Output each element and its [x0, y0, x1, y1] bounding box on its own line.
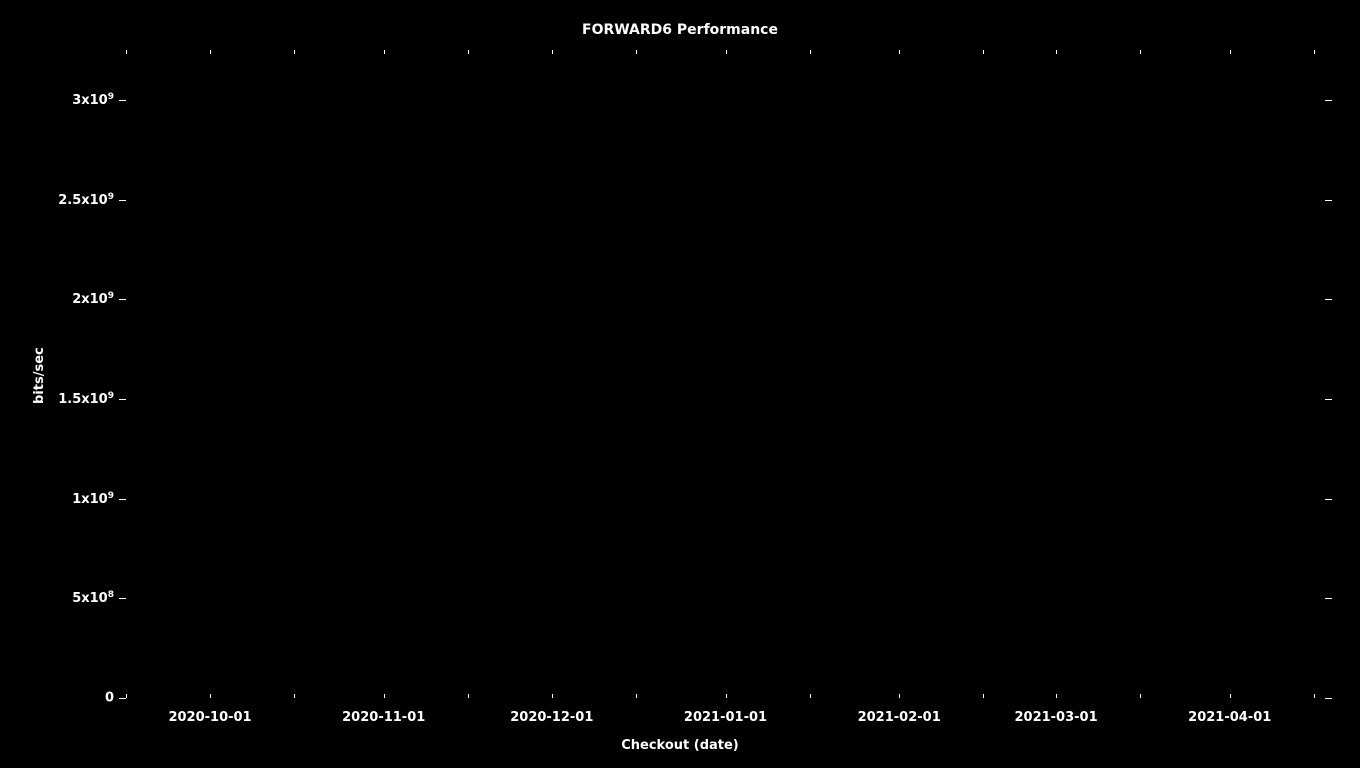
y-tick: [1325, 499, 1332, 500]
x-minor-tick: [983, 694, 984, 698]
x-tick-label: 2021-02-01: [858, 710, 941, 725]
x-minor-tick: [210, 694, 211, 698]
x-minor-tick: [636, 50, 637, 54]
x-minor-tick: [1230, 50, 1231, 54]
x-tick-label: 2021-04-01: [1188, 710, 1271, 725]
x-minor-tick: [899, 694, 900, 698]
x-tick-label: 2021-01-01: [684, 710, 767, 725]
y-tick: [1325, 299, 1332, 300]
x-tick-label: 2020-12-01: [510, 710, 593, 725]
x-minor-tick: [1230, 694, 1231, 698]
x-minor-tick: [126, 50, 127, 54]
y-tick: [119, 399, 126, 400]
x-minor-tick: [1056, 50, 1057, 54]
x-tick-label: 2021-03-01: [1014, 710, 1097, 725]
y-tick: [1325, 598, 1332, 599]
x-minor-tick: [384, 694, 385, 698]
x-minor-tick: [899, 50, 900, 54]
y-tick-label: 3x109: [72, 92, 114, 108]
x-minor-tick: [294, 50, 295, 54]
y-tick-label: 0: [105, 691, 114, 706]
x-axis-label: Checkout (date): [0, 738, 1360, 753]
x-tick-label: 2020-10-01: [168, 710, 251, 725]
x-minor-tick: [1140, 50, 1141, 54]
y-tick: [1325, 200, 1332, 201]
y-tick: [1325, 698, 1332, 699]
x-minor-tick: [726, 694, 727, 698]
x-minor-tick: [636, 694, 637, 698]
x-minor-tick: [1056, 694, 1057, 698]
x-tick-label: 2020-11-01: [342, 710, 425, 725]
y-tick-label: 2x109: [72, 291, 114, 307]
x-minor-tick: [384, 50, 385, 54]
chart-title: FORWARD6 Performance: [0, 22, 1360, 38]
x-minor-tick: [126, 694, 127, 698]
x-minor-tick: [1140, 694, 1141, 698]
x-minor-tick: [1314, 50, 1315, 54]
x-minor-tick: [552, 694, 553, 698]
y-tick: [119, 100, 126, 101]
y-tick-label: 1x109: [72, 490, 114, 506]
x-minor-tick: [726, 50, 727, 54]
x-minor-tick: [810, 50, 811, 54]
y-tick-label: 2.5x109: [58, 191, 114, 207]
x-minor-tick: [552, 50, 553, 54]
x-minor-tick: [210, 50, 211, 54]
y-axis-label: bits/sec: [32, 347, 47, 404]
x-minor-tick: [468, 50, 469, 54]
y-tick: [1325, 399, 1332, 400]
x-minor-tick: [468, 694, 469, 698]
y-tick: [119, 598, 126, 599]
y-tick: [119, 499, 126, 500]
y-tick-label: 1.5x109: [58, 391, 114, 407]
x-minor-tick: [1314, 694, 1315, 698]
x-minor-tick: [294, 694, 295, 698]
y-tick-label: 5x108: [72, 590, 114, 606]
y-tick: [119, 299, 126, 300]
x-minor-tick: [810, 694, 811, 698]
y-tick: [119, 698, 126, 699]
y-tick: [119, 200, 126, 201]
y-tick: [1325, 100, 1332, 101]
x-minor-tick: [983, 50, 984, 54]
